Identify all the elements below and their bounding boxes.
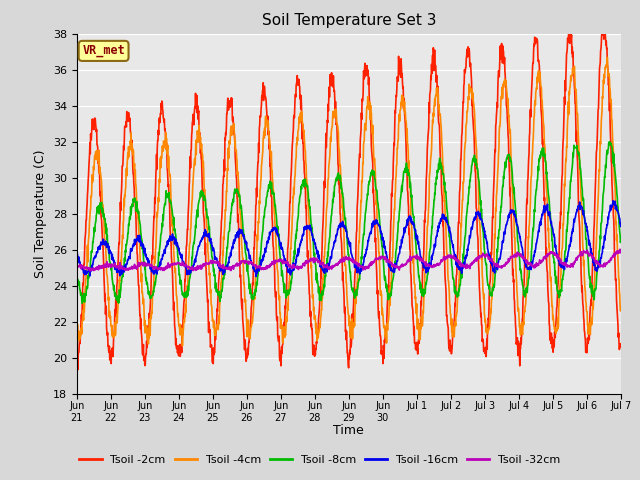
Tsoil -4cm	[604, 54, 611, 60]
Tsoil -2cm	[601, 18, 609, 24]
Tsoil -32cm	[617, 249, 625, 254]
Line: Tsoil -16cm: Tsoil -16cm	[77, 201, 621, 276]
Tsoil -4cm	[179, 343, 186, 348]
Tsoil -16cm	[324, 263, 332, 269]
Tsoil -4cm	[557, 271, 564, 277]
Tsoil -32cm	[616, 246, 624, 252]
Tsoil -32cm	[557, 257, 564, 263]
Tsoil -8cm	[158, 220, 166, 226]
Tsoil -2cm	[324, 108, 332, 114]
Tsoil -8cm	[557, 289, 564, 295]
Tsoil -16cm	[611, 202, 618, 208]
Tsoil -8cm	[335, 175, 342, 181]
Tsoil -32cm	[477, 254, 485, 260]
Tsoil -4cm	[73, 322, 81, 327]
Tsoil -32cm	[86, 268, 94, 274]
Tsoil -8cm	[611, 161, 618, 167]
Tsoil -4cm	[617, 307, 625, 313]
Title: Soil Temperature Set 3: Soil Temperature Set 3	[262, 13, 436, 28]
Tsoil -2cm	[611, 250, 618, 255]
Tsoil -32cm	[158, 266, 166, 272]
Line: Tsoil -2cm: Tsoil -2cm	[77, 21, 621, 370]
Tsoil -32cm	[73, 265, 81, 271]
Tsoil -32cm	[324, 266, 332, 272]
Legend: Tsoil -2cm, Tsoil -4cm, Tsoil -8cm, Tsoil -16cm, Tsoil -32cm: Tsoil -2cm, Tsoil -4cm, Tsoil -8cm, Tsoi…	[75, 451, 565, 469]
Line: Tsoil -32cm: Tsoil -32cm	[77, 249, 621, 271]
Tsoil -2cm	[557, 212, 564, 217]
Tsoil -8cm	[324, 246, 332, 252]
X-axis label: Time: Time	[333, 424, 364, 437]
Tsoil -2cm	[158, 99, 166, 105]
Tsoil -32cm	[335, 259, 342, 265]
Tsoil -2cm	[74, 367, 82, 372]
Tsoil -8cm	[617, 238, 625, 243]
Line: Tsoil -4cm: Tsoil -4cm	[77, 57, 621, 346]
Tsoil -32cm	[610, 251, 618, 257]
Tsoil -16cm	[609, 198, 617, 204]
Text: VR_met: VR_met	[82, 44, 125, 58]
Tsoil -16cm	[617, 224, 625, 229]
Tsoil -16cm	[477, 216, 485, 222]
Tsoil -8cm	[78, 300, 86, 306]
Y-axis label: Soil Temperature (C): Soil Temperature (C)	[35, 149, 47, 278]
Tsoil -4cm	[477, 251, 485, 256]
Tsoil -2cm	[335, 181, 342, 187]
Tsoil -8cm	[477, 208, 485, 214]
Tsoil -2cm	[73, 345, 81, 351]
Tsoil -16cm	[557, 264, 564, 270]
Tsoil -4cm	[324, 176, 332, 181]
Tsoil -2cm	[617, 344, 625, 349]
Tsoil -16cm	[158, 256, 166, 262]
Tsoil -4cm	[335, 144, 342, 149]
Tsoil -2cm	[477, 311, 485, 316]
Tsoil -4cm	[611, 178, 618, 184]
Tsoil -4cm	[158, 154, 166, 159]
Tsoil -16cm	[73, 253, 81, 259]
Line: Tsoil -8cm: Tsoil -8cm	[77, 142, 621, 303]
Tsoil -16cm	[335, 223, 342, 228]
Tsoil -16cm	[252, 274, 260, 279]
Tsoil -8cm	[73, 268, 81, 274]
Tsoil -8cm	[606, 139, 614, 145]
